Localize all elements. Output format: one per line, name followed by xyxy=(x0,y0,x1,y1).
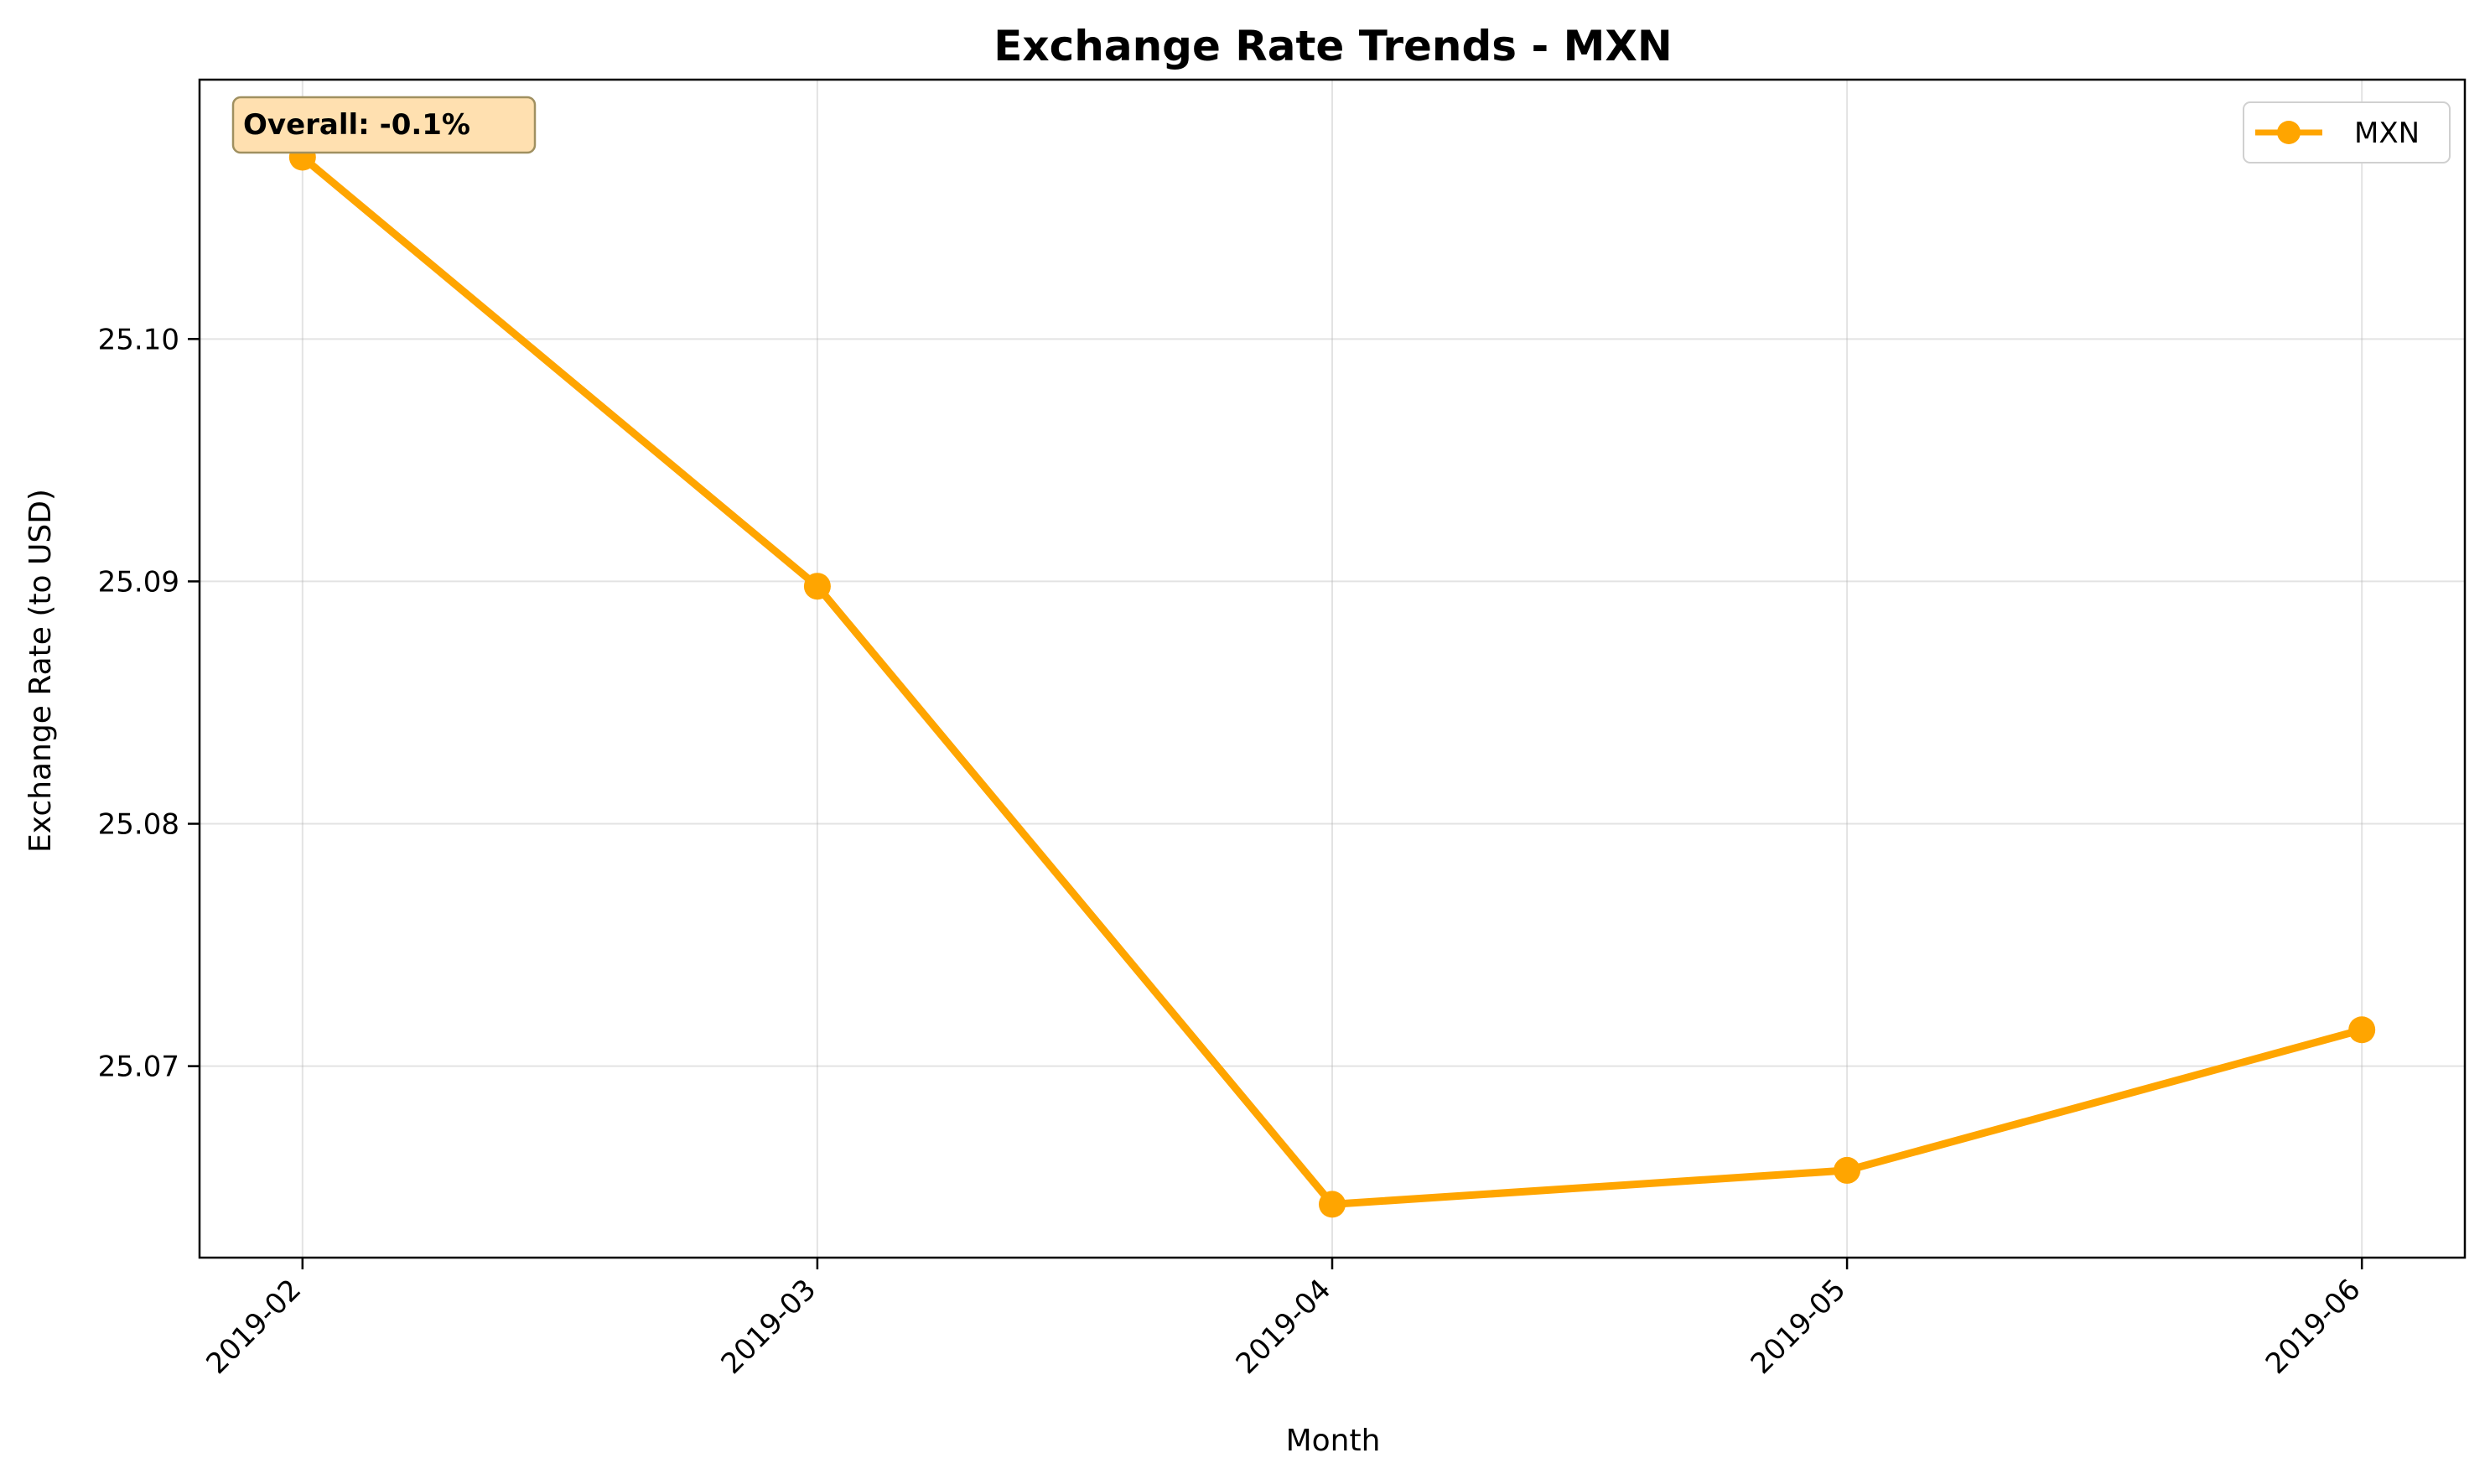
chart-title: Exchange Rate Trends - MXN xyxy=(993,22,1673,70)
legend-marker-swatch xyxy=(2277,121,2301,144)
y-tick-label: 25.09 xyxy=(98,565,179,599)
y-axis-label: Exchange Rate (to USD) xyxy=(23,489,58,853)
data-point xyxy=(1319,1191,1346,1218)
data-point xyxy=(803,573,831,600)
y-tick-label: 25.07 xyxy=(98,1051,179,1084)
data-point xyxy=(1834,1156,1861,1184)
x-axis-label: Month xyxy=(1286,1424,1381,1458)
annotation-box xyxy=(231,96,537,154)
legend-frame xyxy=(2243,101,2451,163)
legend-entry-mxn: MXN xyxy=(2354,117,2420,150)
legend: MXN xyxy=(2243,101,2451,163)
y-tick-label: 25.08 xyxy=(98,808,179,842)
series-layer xyxy=(288,143,2376,1218)
overall-change-annotation: Overall: -0.1% xyxy=(231,96,537,154)
y-tick-label: 25.10 xyxy=(98,323,179,356)
grid xyxy=(200,80,2465,1258)
annotation-text: Overall: -0.1% xyxy=(243,108,470,142)
data-point xyxy=(2348,1016,2376,1044)
